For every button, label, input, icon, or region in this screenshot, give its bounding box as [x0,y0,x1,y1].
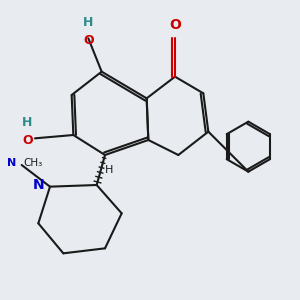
Text: O: O [23,134,33,148]
Text: N: N [32,178,44,192]
Text: O: O [169,18,181,32]
Text: H: H [22,116,32,129]
Text: H: H [105,165,113,175]
Text: N: N [8,158,17,168]
Text: O: O [83,34,94,46]
Text: CH₃: CH₃ [23,158,43,168]
Text: H: H [83,16,94,29]
